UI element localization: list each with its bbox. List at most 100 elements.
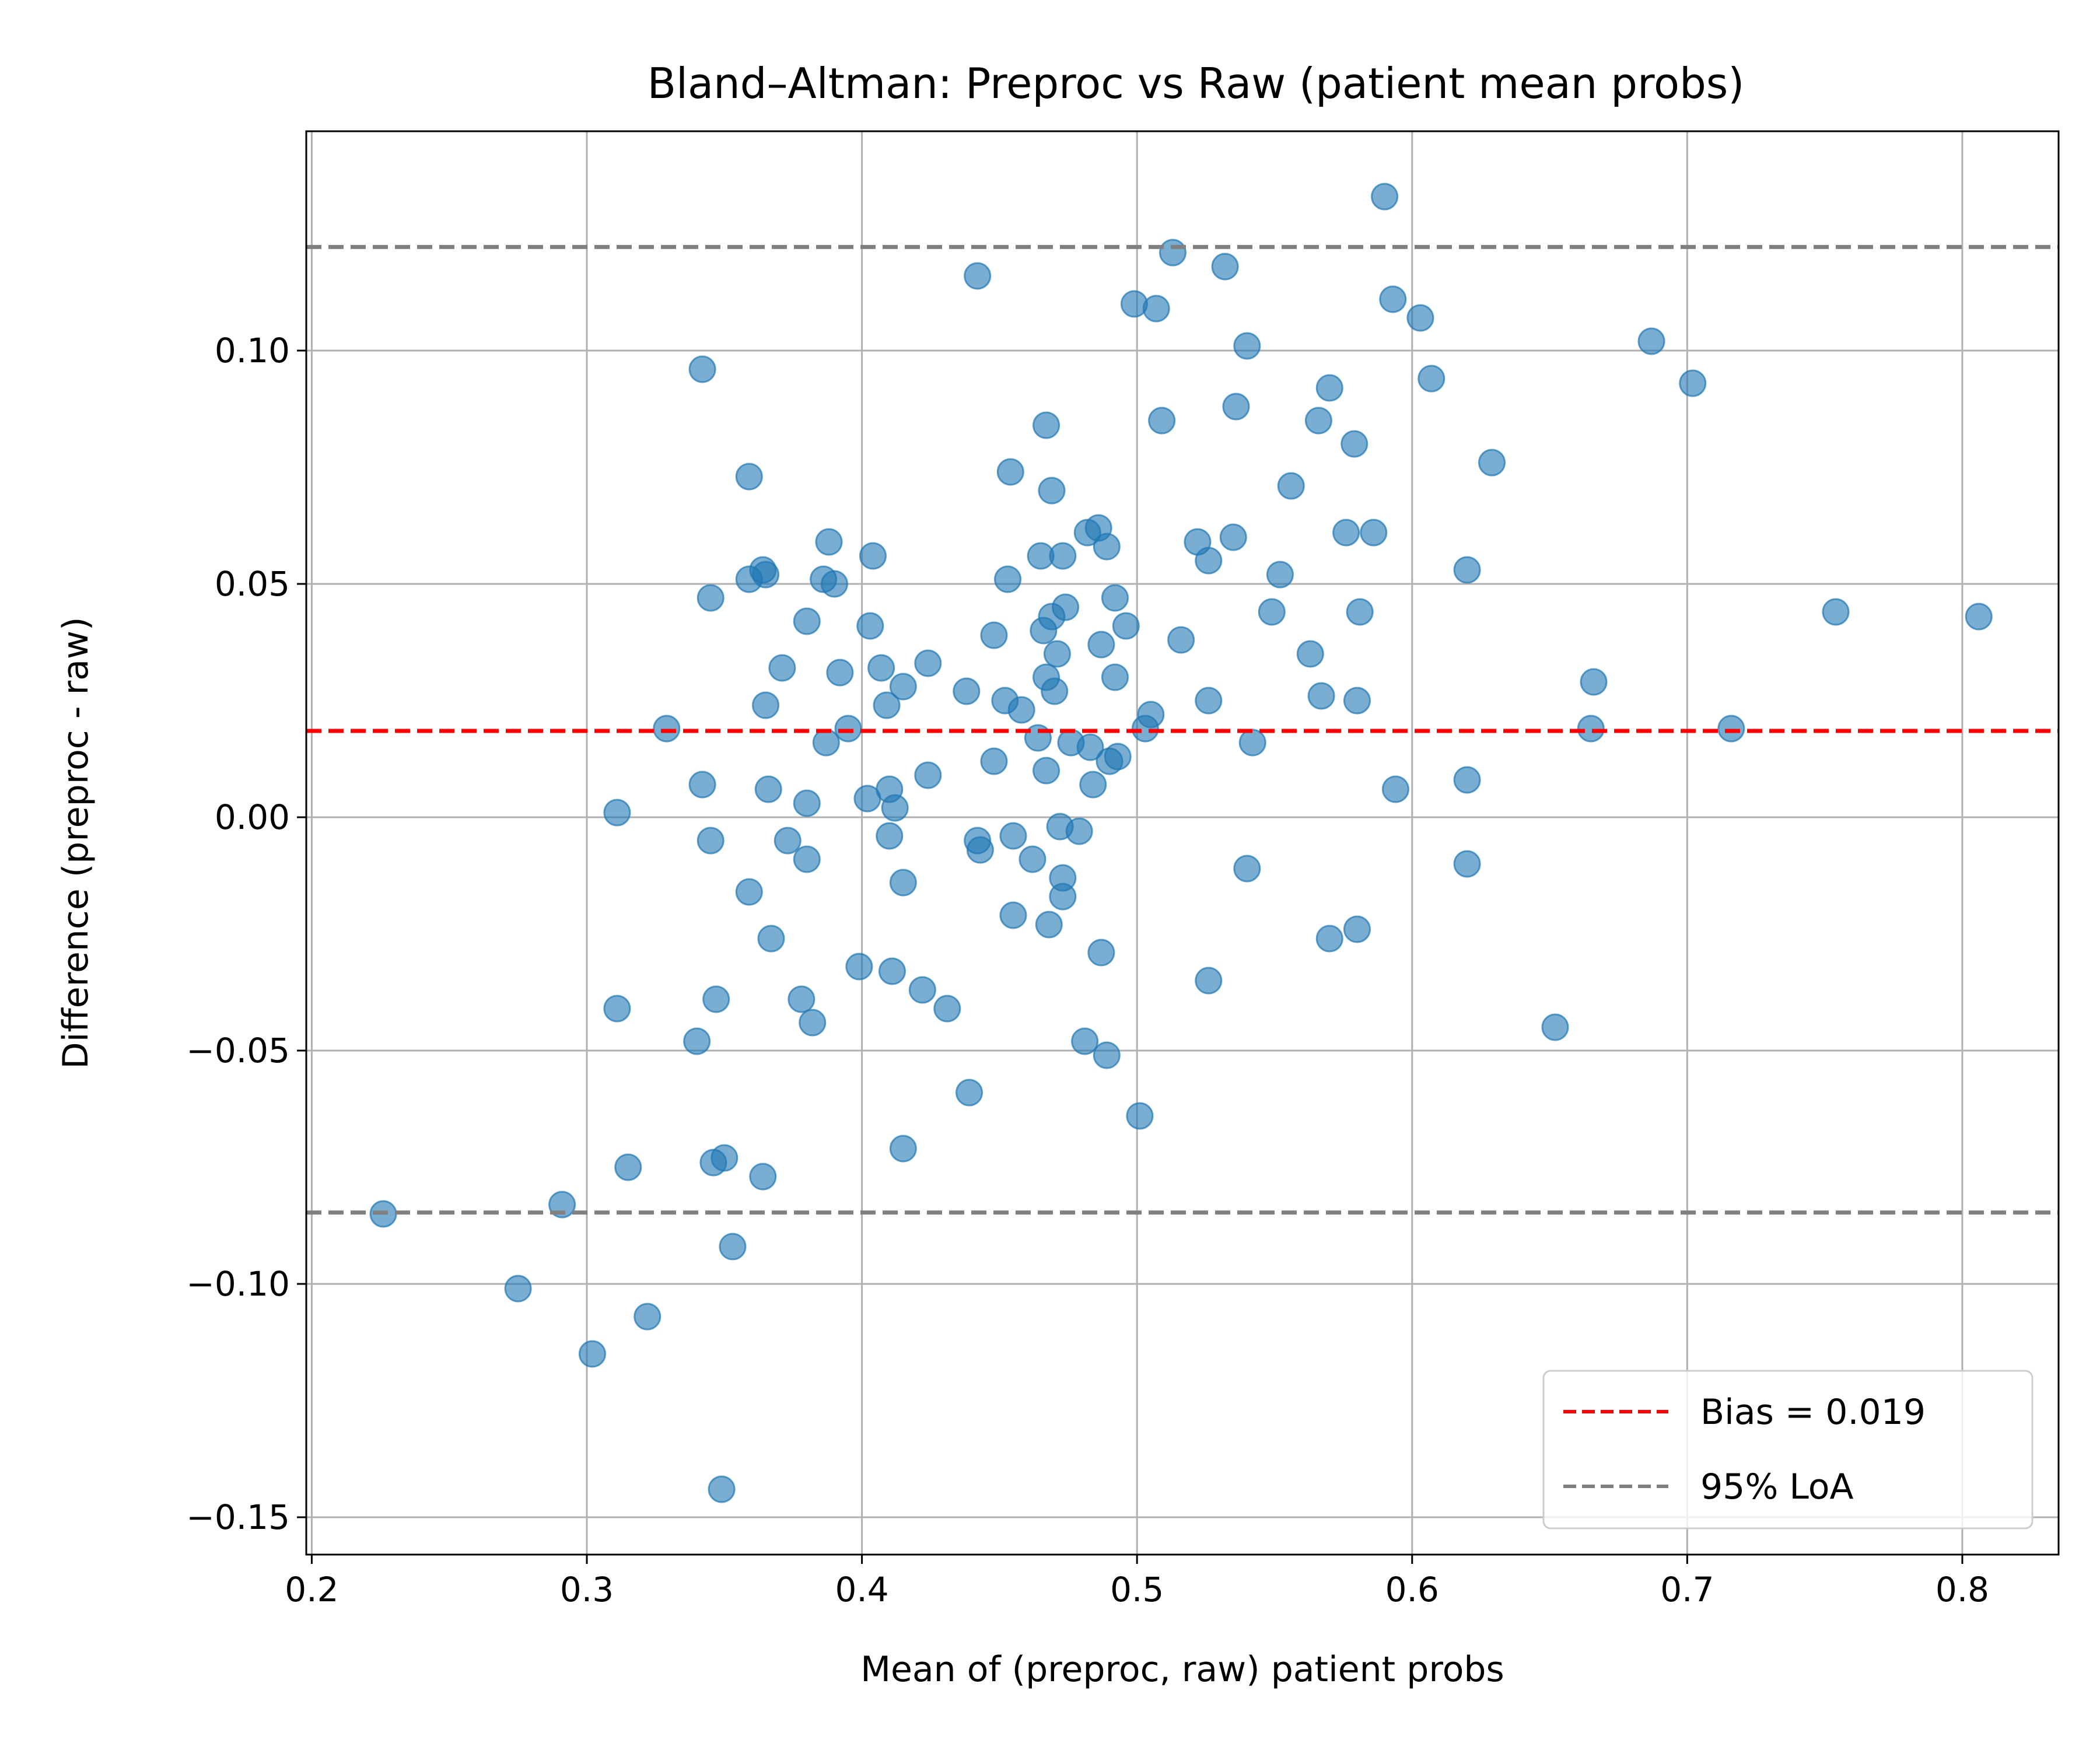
data-point [1453,556,1481,584]
data-point [688,355,716,383]
data-point [1093,533,1121,561]
data-point [908,976,936,1004]
data-point [768,654,796,682]
data-point [1360,519,1388,547]
data-point [1142,295,1170,323]
data-point [889,869,917,897]
data-point [1137,701,1165,729]
y-axis-ticks: −0.15 −0.10 −0.05 0.00 0.05 0.10 [186,331,306,1537]
data-point [793,607,821,635]
data-point [1233,855,1261,883]
data-point [914,649,942,677]
data-point [1296,640,1324,668]
data-point [757,925,785,953]
data-point [1717,715,1745,743]
data-point [1093,1041,1121,1069]
data-point [889,673,917,701]
data-point [1965,603,1993,631]
data-point [774,827,802,855]
data-point [1679,369,1707,397]
data-point [856,612,884,640]
data-point [1049,883,1077,911]
data-point [696,827,724,855]
data-point [980,747,1008,775]
scatter-points [369,183,1993,1503]
data-point [966,836,994,864]
data-point [578,1340,606,1368]
data-point [702,985,730,1013]
data-point [1266,561,1294,589]
y-tick-label: −0.05 [186,1031,290,1070]
data-point [1418,365,1446,393]
data-point [1019,845,1046,873]
data-point [752,691,780,719]
data-point [1195,547,1223,575]
data-point [878,957,906,985]
x-axis-label: Mean of (preproc, raw) patient probs [860,1649,1504,1690]
data-point [1112,612,1140,640]
data-point [696,584,724,612]
data-point [964,262,992,290]
data-point [980,621,1008,649]
data-point [1381,775,1409,803]
data-point [1233,332,1261,360]
data-point [1315,374,1343,402]
data-point [881,794,909,822]
data-point [603,995,631,1023]
data-point [1126,1102,1154,1130]
data-point [889,1135,917,1163]
data-point [719,1233,747,1261]
data-point [826,659,854,687]
x-axis-ticks: 0.2 0.3 0.4 0.5 0.6 0.7 0.8 [285,1555,1989,1609]
data-point [788,985,816,1013]
data-point [1453,766,1481,794]
data-point [834,715,862,743]
legend-label-loa: 95% LoA [1700,1466,1854,1507]
data-point [1052,593,1080,621]
data-point [1101,663,1129,691]
data-point [999,901,1027,929]
data-point [1478,449,1506,477]
data-point [1258,598,1286,626]
data-point [614,1153,642,1181]
data-point [859,542,887,570]
data-point [1032,411,1060,439]
data-point [1332,519,1360,547]
y-tick-label: 0.10 [215,331,290,370]
data-point [1379,285,1407,313]
data-point [1120,290,1148,318]
data-point [812,729,840,757]
y-tick-label: 0.00 [215,797,290,837]
data-point [683,1027,711,1055]
plot-area-frame [305,130,2060,1556]
data-point [708,1475,736,1503]
data-point [1211,253,1239,281]
grid [306,131,2059,1555]
data-point [653,715,681,743]
data-point [1406,304,1434,332]
data-point [793,789,821,817]
data-point [1343,915,1371,943]
data-point [1032,757,1060,785]
data-point [688,771,716,799]
x-tick-label: 0.7 [1660,1570,1714,1609]
data-point [867,654,895,682]
data-point [1065,817,1093,845]
data-point [1238,729,1266,757]
data-point [1219,523,1247,551]
data-point [876,822,904,850]
data-point [845,953,873,981]
x-tick-label: 0.2 [285,1570,338,1609]
data-point [1222,393,1250,421]
data-point [1371,183,1399,211]
data-point [1580,668,1608,696]
reference-lines [306,244,2059,1215]
data-point [953,677,981,705]
data-point [1822,598,1850,626]
data-point [603,799,631,827]
data-point [1195,967,1223,995]
data-point [1541,1013,1569,1041]
chart-title: Bland–Altman: Preproc vs Raw (patient me… [648,59,1745,108]
data-point [933,995,961,1023]
